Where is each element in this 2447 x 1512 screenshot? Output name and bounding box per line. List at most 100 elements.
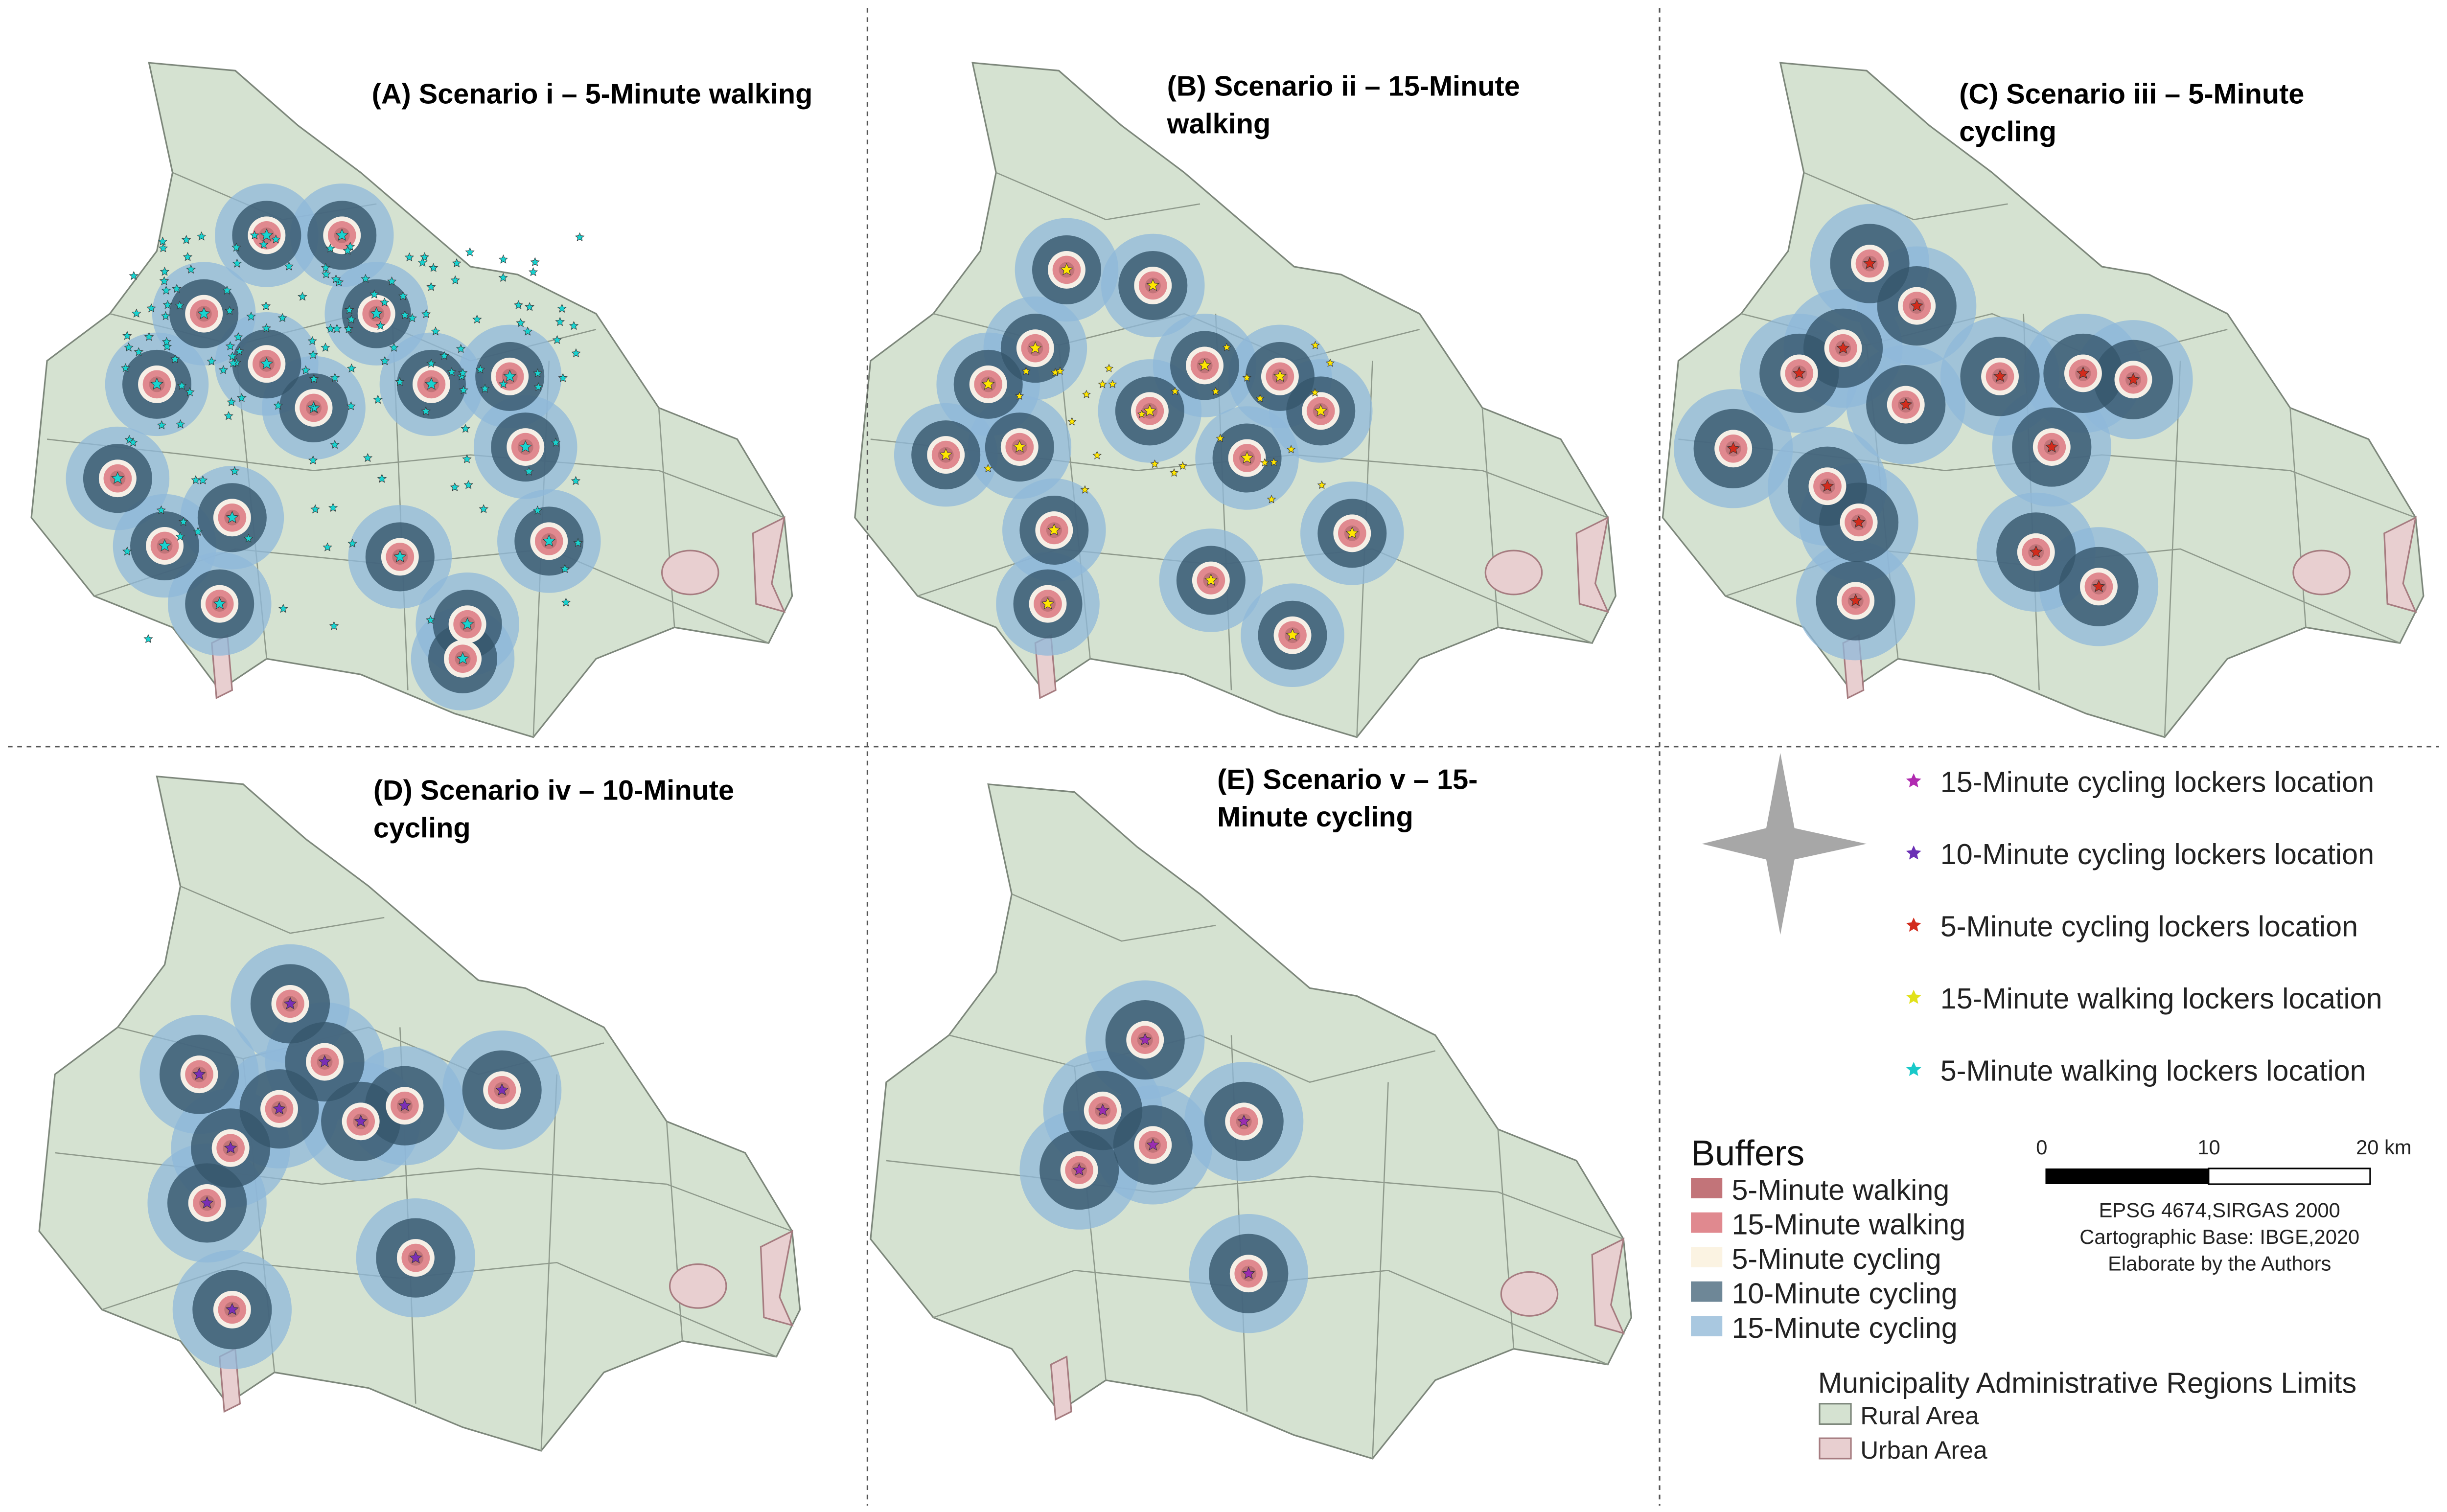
locker-star <box>1240 451 1254 464</box>
locker-star <box>230 466 240 476</box>
locker-star <box>1222 343 1231 351</box>
locker-star <box>571 476 581 485</box>
locker-star <box>450 275 460 285</box>
locker-star <box>1325 358 1335 367</box>
credit: Cartographic Base: IBGE,2020 <box>2079 1225 2359 1248</box>
locker-star <box>237 392 247 402</box>
locker-star <box>375 321 386 330</box>
locker-star <box>1072 1163 1086 1176</box>
locker-star <box>439 351 449 360</box>
locker-star <box>389 343 399 352</box>
locker-star <box>175 300 185 310</box>
panel-title: cycling <box>373 813 471 844</box>
locker-star <box>1727 441 1740 455</box>
locker-star <box>530 257 540 267</box>
locker-star <box>226 510 239 524</box>
locker-star <box>450 482 460 492</box>
locker-star <box>307 336 318 345</box>
locker-star <box>524 466 534 476</box>
legend-star <box>1906 917 1921 932</box>
locker-star <box>532 368 543 378</box>
locker-star <box>939 448 953 460</box>
locker-star <box>1108 379 1117 389</box>
locker-star <box>284 261 294 271</box>
locker-star <box>462 454 472 463</box>
locker-star <box>1899 398 1913 411</box>
locker-star <box>1863 256 1876 269</box>
legend-label: 15-Minute cycling <box>1731 1311 1957 1344</box>
locker-star <box>1170 468 1179 477</box>
locker-star <box>124 342 134 352</box>
legend-label: 10-Minute cycling lockers location <box>1940 838 2374 871</box>
locker-star <box>1216 434 1225 442</box>
locker-star <box>160 267 170 276</box>
locker-star <box>498 379 508 389</box>
locker-star <box>192 1067 206 1080</box>
locker-star <box>331 274 341 283</box>
panel-title: (B) Scenario ii – 15-Minute <box>1167 71 1520 102</box>
locker-star <box>1792 366 1806 379</box>
locker-star <box>532 505 543 515</box>
locker-star <box>398 291 408 300</box>
locker-star <box>183 252 193 261</box>
locker-star <box>1178 461 1187 470</box>
locker-star <box>158 539 171 551</box>
locker-star <box>181 234 191 244</box>
locker-star <box>1242 373 1251 382</box>
locker-star <box>400 310 410 320</box>
locker-star <box>1041 597 1055 610</box>
scale-label: 10 <box>2197 1136 2220 1159</box>
locker-star <box>1269 458 1279 466</box>
locker-star <box>233 332 243 342</box>
locker-star <box>329 621 339 630</box>
locker-star <box>176 419 185 429</box>
locker-star <box>1098 380 1107 389</box>
locker-star <box>234 346 244 356</box>
panel-title: (E) Scenario v – 15- <box>1217 764 1477 795</box>
panel-title: (C) Scenario iii – 5-Minute <box>1959 79 2304 110</box>
locker-star <box>407 313 417 322</box>
locker-star <box>575 232 585 242</box>
locker-star <box>398 1099 412 1112</box>
locker-star <box>1143 404 1156 417</box>
locker-star <box>132 308 141 318</box>
locker-star <box>227 397 236 407</box>
locker-star <box>1242 1266 1255 1279</box>
locker-star <box>480 384 490 393</box>
locker-star <box>369 289 379 299</box>
locker-star <box>321 263 331 272</box>
locker-star <box>261 301 271 311</box>
locker-star <box>380 298 390 307</box>
locker-star <box>111 471 124 484</box>
locker-star <box>1104 364 1114 372</box>
locker-star <box>321 343 330 352</box>
locker-star <box>1150 459 1159 468</box>
locker-star <box>343 246 353 255</box>
locker-star <box>178 517 188 526</box>
legend-label: 5-Minute cycling lockers location <box>1940 910 2358 943</box>
legend-star <box>1906 845 1921 860</box>
locker-star <box>479 504 489 513</box>
locker-star <box>542 534 556 547</box>
locker-star <box>475 365 485 374</box>
locker-star <box>273 1102 286 1115</box>
locker-star <box>1138 1033 1152 1046</box>
locker-star <box>1286 445 1296 454</box>
locker-star <box>557 303 567 313</box>
locker-star <box>363 453 373 462</box>
locker-star <box>200 1196 214 1209</box>
locker-star <box>128 437 138 447</box>
locker-star <box>552 335 562 344</box>
locker-star <box>124 435 134 444</box>
locker-star <box>558 373 568 382</box>
locker-star <box>503 369 516 382</box>
locker-star <box>1311 388 1320 397</box>
locker-star <box>1852 515 1866 528</box>
locker-star <box>225 306 234 315</box>
locker-star <box>224 411 233 420</box>
map-layer <box>30 62 2424 1460</box>
locker-star <box>498 254 508 264</box>
locker-star <box>278 603 288 613</box>
legend-label: 10-Minute cycling <box>1731 1277 1957 1310</box>
